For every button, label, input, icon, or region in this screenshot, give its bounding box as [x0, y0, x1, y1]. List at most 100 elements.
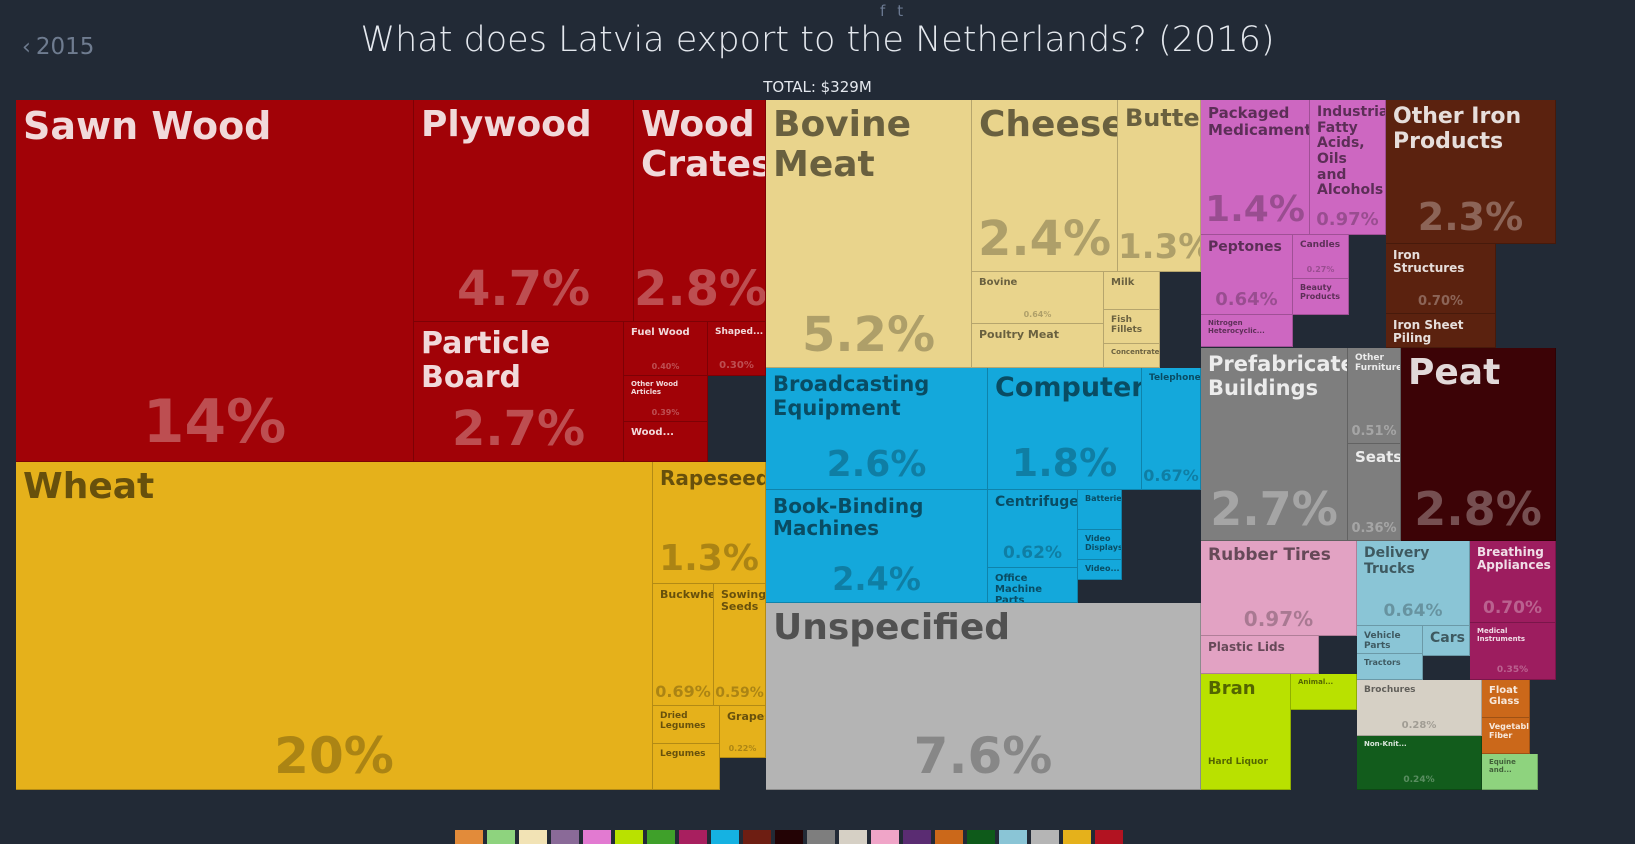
tile-wood[interactable]: Wood...: [624, 422, 708, 462]
tile-buckwheat[interactable]: Buckwheat 0.69%: [653, 584, 714, 706]
tile-bovine-meat[interactable]: Bovine Meat 5.2%: [766, 100, 972, 368]
tile-poultry-meat[interactable]: Poultry Meat: [972, 324, 1104, 368]
tile-animal[interactable]: Animal...: [1291, 674, 1357, 710]
tile-prefabricated-buildings[interactable]: Prefabricated Buildings 2.7%: [1201, 348, 1348, 541]
tile-other-furniture[interactable]: Other Furniture 0.51%: [1348, 348, 1401, 444]
tile-broadcasting-equipment[interactable]: Broadcasting Equipment 2.6%: [766, 368, 988, 490]
tile-milk[interactable]: Milk: [1104, 272, 1160, 310]
twitter-icon[interactable]: t: [897, 2, 904, 20]
category-swatch[interactable]: [743, 830, 771, 844]
tile-industrial-fatty-acids-oils-and-alcohols[interactable]: Industrial Fatty Acids, Oils and Alcohol…: [1310, 100, 1386, 235]
category-swatch[interactable]: [711, 830, 739, 844]
tile-grapes[interactable]: Grapes 0.22%: [720, 706, 766, 758]
tile-beauty-products[interactable]: Beauty Products: [1293, 279, 1349, 315]
tile-seats[interactable]: Seats 0.36%: [1348, 444, 1401, 541]
tile-iron-sheet-piling[interactable]: Iron Sheet Piling: [1386, 314, 1496, 348]
category-swatch[interactable]: [903, 830, 931, 844]
tile-vehicle-parts[interactable]: Vehicle Parts: [1357, 626, 1423, 654]
tile-bovine[interactable]: Bovine 0.64%: [972, 272, 1104, 324]
tile-telephones[interactable]: Telephones 0.67%: [1142, 368, 1201, 490]
tile-equine-and[interactable]: Equine and...: [1482, 754, 1538, 790]
tile-rapeseed[interactable]: Rapeseed 1.3%: [653, 462, 766, 584]
tile-computers[interactable]: Computers 1.8%: [988, 368, 1142, 490]
tile-sawn-wood[interactable]: Sawn Wood 14%: [16, 100, 414, 462]
tile-tractors[interactable]: Tractors: [1357, 654, 1423, 680]
tile-plastic-lids[interactable]: Plastic Lids: [1201, 636, 1319, 674]
tile-value: 0.69%: [655, 682, 711, 701]
tile-label: Nitrogen Heterocyclic...: [1208, 319, 1265, 335]
tile-peptones[interactable]: Peptones 0.64%: [1201, 235, 1293, 315]
tile-non-knit[interactable]: Non-Knit... 0.24%: [1357, 736, 1482, 790]
tile-label: Plastic Lids: [1208, 640, 1285, 654]
tile-fuel-wood[interactable]: Fuel Wood 0.40%: [624, 322, 708, 376]
tile-packaged-medicaments[interactable]: Packaged Medicaments 1.4%: [1201, 100, 1310, 235]
tile-butter[interactable]: Butter 1.3%: [1118, 100, 1201, 272]
category-swatch[interactable]: [647, 830, 675, 844]
tile-other-iron-products[interactable]: Other Iron Products 2.3%: [1386, 100, 1556, 244]
tile-medical-instruments[interactable]: Medical Instruments 0.35%: [1470, 623, 1556, 680]
tile-cars[interactable]: Cars: [1423, 626, 1470, 656]
category-swatch[interactable]: [1095, 830, 1123, 844]
tile-wood-crates[interactable]: Wood Crates 2.8%: [634, 100, 766, 322]
tile-value: 2.4%: [832, 560, 921, 598]
tile-label: Shaped...: [715, 327, 764, 337]
tile-video[interactable]: Video...: [1078, 560, 1122, 580]
category-swatch[interactable]: [935, 830, 963, 844]
category-swatch[interactable]: [775, 830, 803, 844]
chevron-left-icon: ‹: [22, 34, 31, 60]
category-swatch[interactable]: [967, 830, 995, 844]
tile-label: Centrifuges: [995, 494, 1078, 510]
tile-dried-legumes[interactable]: Dried Legumes: [653, 706, 720, 744]
tile-plywood[interactable]: Plywood 4.7%: [414, 100, 634, 322]
category-swatch[interactable]: [999, 830, 1027, 844]
tile-video-displays[interactable]: Video Displays: [1078, 530, 1122, 560]
category-swatch[interactable]: [807, 830, 835, 844]
facebook-icon[interactable]: f: [880, 2, 886, 20]
tile-office-machine-parts[interactable]: Office Machine Parts: [988, 568, 1078, 603]
category-swatch[interactable]: [551, 830, 579, 844]
tile-book-binding-machines[interactable]: Book-Binding Machines 2.4%: [766, 490, 988, 603]
tile-value: 0.59%: [715, 685, 764, 701]
tile-centrifuges[interactable]: Centrifuges 0.62%: [988, 490, 1078, 568]
tile-label: Hard Liquor: [1208, 757, 1268, 767]
tile-particle-board[interactable]: Particle Board 2.7%: [414, 322, 624, 462]
tile-float-glass[interactable]: Float Glass: [1482, 680, 1530, 718]
tile-iron-structures[interactable]: Iron Structures 0.70%: [1386, 244, 1496, 314]
category-swatch[interactable]: [519, 830, 547, 844]
tile-rubber-tires[interactable]: Rubber Tires 0.97%: [1201, 541, 1357, 636]
tile-other-wood-articles[interactable]: Other Wood Articles 0.39%: [624, 376, 708, 422]
tile-label: Wood...: [631, 427, 674, 438]
tile-peat[interactable]: Peat 2.8%: [1401, 348, 1556, 541]
category-swatch[interactable]: [583, 830, 611, 844]
tile-cheese[interactable]: Cheese 2.4%: [972, 100, 1118, 272]
tile-brochures[interactable]: Brochures 0.28%: [1357, 680, 1482, 736]
category-swatch[interactable]: [1063, 830, 1091, 844]
category-swatch[interactable]: [487, 830, 515, 844]
category-swatch[interactable]: [839, 830, 867, 844]
tile-candles[interactable]: Candles 0.27%: [1293, 235, 1349, 279]
tile-delivery-trucks[interactable]: Delivery Trucks 0.64%: [1357, 541, 1470, 626]
tile-concentrated[interactable]: Concentrated...: [1104, 344, 1160, 368]
tile-value: 0.51%: [1351, 424, 1397, 439]
tile-unspecified[interactable]: Unspecified 7.6%: [766, 603, 1201, 790]
tile-legumes[interactable]: Legumes: [653, 744, 720, 790]
tile-shaped[interactable]: Shaped... 0.30%: [708, 322, 766, 376]
category-swatch[interactable]: [1031, 830, 1059, 844]
tile-sowing-seeds[interactable]: Sowing Seeds 0.59%: [714, 584, 766, 706]
tile-breathing-appliances[interactable]: Breathing Appliances 0.70%: [1470, 541, 1556, 623]
category-swatch[interactable]: [615, 830, 643, 844]
category-swatch[interactable]: [871, 830, 899, 844]
tile-batteries[interactable]: Batteries: [1078, 490, 1122, 530]
tile-label: Vegetable Fiber: [1489, 722, 1530, 740]
tile-label: Peat: [1408, 352, 1501, 393]
tile-nitrogen-heterocyclic[interactable]: Nitrogen Heterocyclic...: [1201, 315, 1293, 347]
tile-wheat[interactable]: Wheat 20%: [16, 462, 653, 790]
previous-year-link[interactable]: ‹ 2015: [22, 34, 94, 60]
tile-label: Legumes: [660, 749, 706, 759]
tile-fish-fillets[interactable]: Fish Fillets: [1104, 310, 1160, 344]
category-swatch[interactable]: [679, 830, 707, 844]
tile-label: Industrial Fatty Acids, Oils and Alcohol…: [1317, 104, 1386, 199]
category-swatch[interactable]: [455, 830, 483, 844]
tile-vegetable-fiber[interactable]: Vegetable Fiber: [1482, 718, 1530, 754]
tile-hard-liquor[interactable]: Hard Liquor: [1201, 752, 1291, 790]
